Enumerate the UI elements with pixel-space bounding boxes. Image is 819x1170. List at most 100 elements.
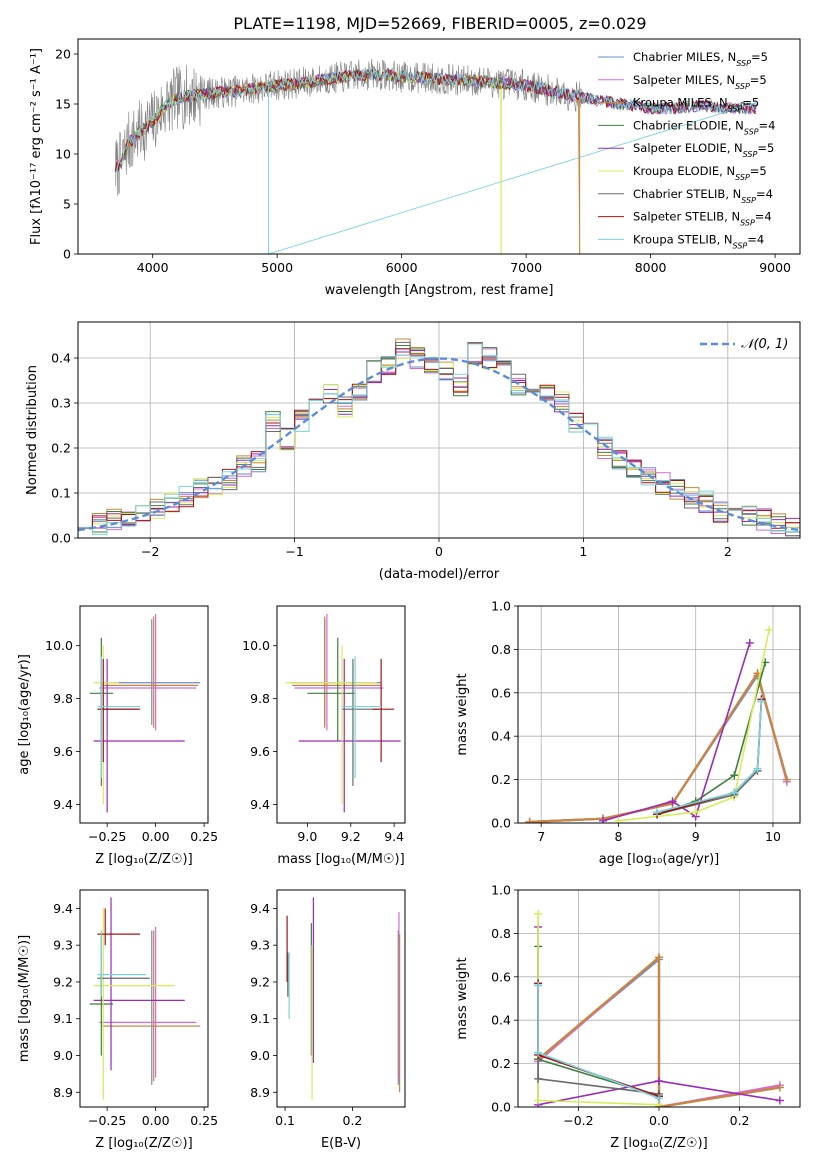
y-axis-label: Flux [fλ10⁻¹⁷ erg cm⁻² s⁻¹ A⁻¹]	[29, 48, 44, 245]
y-tick-label: 0.2	[51, 441, 71, 456]
x-tick-label: 0.2	[343, 1113, 363, 1128]
weight-line-chabrier_miles	[529, 672, 788, 823]
panel-massweight_vs_age: 7 8 9 10 0.0 0.2 0.4 0.6 0.8 1.0 age [log₁₀(age/yr…	[455, 599, 801, 867]
y-tick-label: 0.2	[491, 772, 511, 787]
x-axis-label: wavelength [Angstrom, rest frame]	[325, 283, 554, 298]
y-tick-label: 9.6	[53, 744, 73, 759]
gaussian-curve	[78, 357, 800, 532]
x-tick-label: 4000	[137, 260, 169, 275]
weight-marker-kroupa_elodie	[534, 909, 543, 918]
panel-mass_vs_Z: −0.25 0.00 0.25 8.9 9.0 9.1 9.2 9.3 9.4 Z [log₁₀(…	[17, 889, 218, 1151]
legend-entry: Chabrier MILES, NSSP=5	[633, 50, 768, 68]
legend-entry: Chabrier STELIB, NSSP=4	[633, 187, 773, 205]
x-tick-label: 9.4	[384, 829, 404, 844]
panel-massweight_vs_Z: −0.2 0.0 0.2 0.0 0.2 0.4 0.6 0.8 1.0 Z [log₁₀(Z/Z…	[455, 883, 801, 1151]
weight-marker-kroupa_elodie	[534, 1096, 543, 1105]
weight-marker-kroupa_miles	[655, 953, 663, 962]
y-tick-label: 0	[63, 247, 71, 262]
x-axis-label: mass [log₁₀(M/M☉)]	[277, 852, 404, 867]
y-axis-label: mass [log₁₀(M/M☉)]	[17, 935, 32, 1062]
x-tick-label: 9.2	[341, 829, 361, 844]
y-tick-label: 0.4	[491, 729, 511, 744]
y-axis-label: mass weight	[455, 673, 470, 755]
y-tick-label: 9.3	[53, 938, 73, 953]
weight-marker-kroupa_stelib	[653, 808, 662, 817]
y-tick-label: 9.4	[250, 901, 270, 916]
y-tick-label: 1.0	[491, 883, 511, 898]
x-tick-label: 0	[435, 544, 443, 559]
y-axis-label: Normed distribution	[25, 365, 40, 495]
x-axis-label: age [log₁₀(age/yr)]	[599, 852, 720, 867]
weight-line-kroupa_stelib	[656, 701, 763, 813]
y-tick-label: 20	[55, 47, 71, 62]
y-tick-label: 9.0	[53, 1048, 73, 1063]
plot-area-spectrum	[114, 58, 757, 254]
weight-marker-kroupa_miles	[525, 817, 534, 823]
x-tick-label: 0.2	[730, 1113, 750, 1128]
legend-entry: Salpeter STELIB, NSSP=4	[633, 210, 772, 228]
x-tick-label: 0.25	[190, 829, 218, 844]
weight-marker-salpeter_elodie	[598, 816, 607, 823]
x-axis-label: Z [log₁₀(Z/Z☉)]	[95, 852, 192, 867]
x-axis-label: Z [log₁₀(Z/Z☉)]	[610, 1136, 707, 1151]
y-tick-label: 9.8	[53, 691, 73, 706]
weight-marker-kroupa_stelib	[753, 764, 762, 773]
x-tick-label: −2	[141, 544, 159, 559]
x-tick-label: 10	[765, 829, 781, 844]
weight-marker-chabrier_stelib	[534, 1074, 543, 1083]
legend-entry: 𝒩(0, 1)	[741, 337, 788, 352]
y-tick-label: 0.4	[51, 351, 71, 366]
plot-area-mass_vs_Z	[89, 897, 201, 1100]
axes-frame	[276, 889, 406, 1108]
y-tick-label: 0.8	[491, 926, 511, 941]
x-tick-label: 7	[537, 829, 545, 844]
panel-mass_vs_ebv: 0.1 0.2 8.9 9.0 9.1 9.2 9.3 9.4 E(B-V)	[250, 889, 406, 1151]
y-tick-label: 8.9	[53, 1085, 73, 1100]
weight-line-salpeter_stelib	[656, 699, 763, 816]
x-axis-label: (data-model)/error	[379, 567, 500, 582]
observed-spectrum	[115, 58, 583, 197]
model-salpeter_stelib	[114, 69, 757, 172]
figure-title: PLATE=1198, MJD=52669, FIBERID=0005, z=0…	[233, 14, 646, 33]
weight-marker-salpeter_elodie	[668, 797, 677, 806]
y-tick-label: 1.0	[491, 599, 511, 614]
y-tick-label: 10	[55, 147, 71, 162]
x-tick-label: 0.25	[190, 1113, 218, 1128]
y-tick-label: 10.0	[242, 638, 270, 653]
axes-frame	[276, 605, 406, 824]
x-tick-label: 9000	[759, 260, 791, 275]
y-tick-label: 15	[55, 97, 71, 112]
histogram-kroupa_stelib	[78, 343, 800, 538]
plot-area-massweight_vs_Z	[518, 890, 800, 1107]
legend-entry: Kroupa STELIB, NSSP=4	[633, 232, 764, 250]
weight-marker-salpeter_elodie	[655, 1076, 663, 1085]
panel-spectrum: 4000 5000 6000 7000 8000 9000 0 5 10 15 20 waveleng…	[29, 38, 801, 298]
weight-marker-salpeter_elodie	[775, 1096, 784, 1105]
weight-line-chabrier_elodie	[537, 946, 660, 1097]
x-tick-label: 6000	[386, 260, 418, 275]
y-tick-label: 9.4	[53, 797, 73, 812]
y-tick-label: 0.0	[51, 531, 71, 546]
x-tick-label: 9.0	[297, 829, 317, 844]
y-axis-label: mass weight	[455, 957, 470, 1039]
weight-line-kroupa_elodie	[618, 629, 770, 822]
x-tick-label: 0.0	[649, 1113, 669, 1128]
weight-marker-salpeter_elodie	[745, 638, 754, 647]
x-tick-label: −0.25	[88, 829, 126, 844]
x-tick-label: 0.00	[142, 1113, 170, 1128]
panel-age_vs_Z: −0.25 0.00 0.25 9.4 9.6 9.8 10.0 Z [log₁₀(Z/Z☉)…	[17, 605, 218, 867]
weight-marker-kroupa_elodie	[691, 808, 700, 817]
weight-line-salpeter_stelib	[537, 983, 660, 1097]
weight-line-salpeter_miles	[529, 670, 788, 823]
y-tick-label: 9.1	[250, 1011, 270, 1026]
x-tick-label: 2	[724, 544, 732, 559]
x-tick-label: 9	[692, 829, 700, 844]
weight-marker-kroupa_elodie	[765, 625, 774, 634]
y-tick-label: 9.2	[250, 974, 270, 989]
axes-frame	[77, 38, 801, 255]
y-tick-label: 9.1	[53, 1011, 73, 1026]
y-tick-label: 0.0	[491, 816, 511, 831]
weight-line-kroupa_miles	[529, 670, 788, 823]
plot-area-massweight_vs_age	[518, 606, 800, 823]
